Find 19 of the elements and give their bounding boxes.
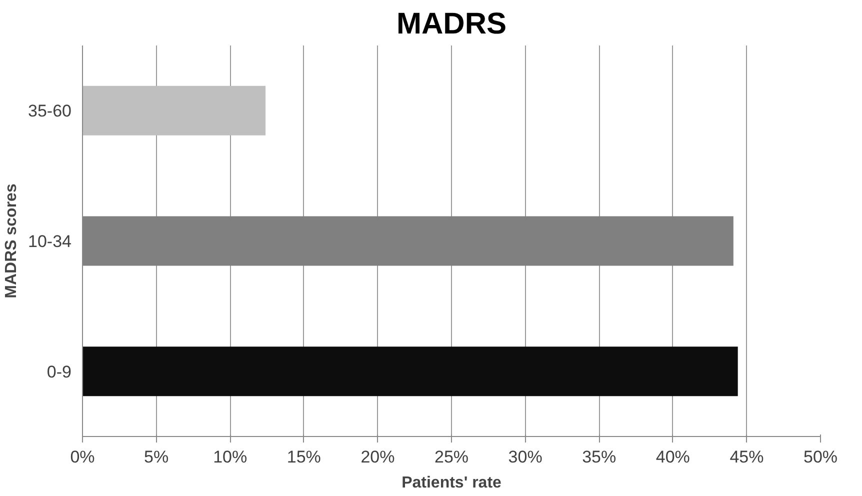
x-tick-label: 5% [144,448,169,466]
x-tick-label: 35% [582,448,616,466]
x-tick-label: 0% [70,448,95,466]
x-tick-label: 15% [286,448,321,466]
y-tick-label: 10-34 [28,232,72,251]
chart-title: MADRS [396,8,506,40]
x-tick-label: 45% [730,448,764,466]
y-axis-title: MADRS scores [3,184,20,298]
y-tick-label: 0-9 [46,362,72,382]
x-tick-label: 50% [803,448,838,466]
y-tick-label: 35-60 [28,102,72,121]
bar [82,86,266,136]
x-tick-label: 40% [656,448,690,466]
x-tick-label: 20% [360,448,395,466]
x-tick-label: 10% [213,448,248,466]
x-tick-label: 30% [508,448,542,466]
x-axis-title: Patients' rate [402,474,502,492]
bar [82,346,738,396]
x-tick-label: 25% [434,448,469,466]
